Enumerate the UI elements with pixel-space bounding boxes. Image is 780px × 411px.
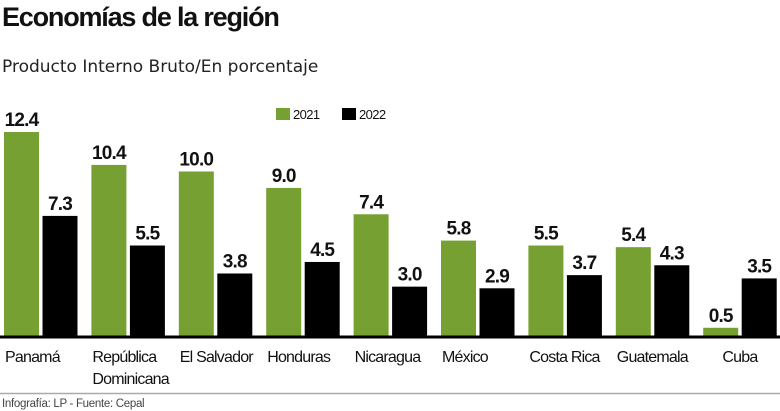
bar-2022-4 (392, 286, 428, 336)
category-label-1: República Dominicana (92, 349, 169, 388)
bar-2021-0 (4, 132, 39, 336)
bar-2022-3 (304, 261, 340, 336)
value-label-2022-0: 7.3 (48, 194, 72, 215)
category-label-3: Honduras (267, 349, 331, 366)
bar-2022-8 (741, 278, 777, 336)
category-label-4: Nicaragua (355, 349, 422, 366)
value-label-2022-6: 3.7 (572, 253, 596, 274)
bar-2021-1 (91, 164, 127, 336)
value-label-2021-4: 7.4 (359, 192, 384, 213)
bar-2021-5 (441, 240, 476, 336)
value-label-2022-1: 5.5 (135, 224, 160, 245)
value-label-2022-8: 3.5 (747, 256, 772, 277)
bar-2022-5 (479, 288, 515, 336)
value-label-2021-2: 10.0 (179, 149, 213, 170)
chart-subtitle: Producto Interno Bruto/En porcentaje (2, 57, 318, 77)
legend-swatch-2022 (342, 108, 356, 120)
value-label-2021-0: 12.4 (5, 110, 40, 131)
value-label-2021-6: 5.5 (534, 224, 559, 245)
bar-2022-1 (129, 245, 165, 336)
category-label-0: Panamá (5, 349, 61, 366)
value-label-2021-1: 10.4 (92, 143, 127, 164)
category-label-5: México (442, 349, 489, 366)
value-label-2022-2: 3.8 (223, 251, 247, 272)
bar-2021-6 (528, 245, 564, 336)
value-label-2022-3: 4.5 (310, 240, 335, 261)
bar-2021-2 (178, 171, 214, 336)
bar-2021-3 (266, 187, 302, 336)
category-label-2: El Salvador (180, 349, 254, 366)
value-label-2022-5: 2.9 (485, 266, 509, 287)
bar-2021-7 (615, 247, 651, 336)
value-label-2021-5: 5.8 (446, 219, 470, 240)
bar-2022-2 (217, 273, 253, 336)
legend-label-2022: 2022 (359, 107, 386, 122)
value-label-2022-4: 3.0 (398, 265, 422, 286)
value-label-2022-7: 4.3 (660, 243, 684, 264)
value-label-2021-8: 0.5 (709, 306, 734, 327)
bars: 12.4 10.4 10.0 9.0 7.4 5.8 5.5 5.4 0.5 7.3 5.5 3.8 4… (4, 110, 777, 336)
value-label-2021-3: 9.0 (272, 166, 296, 187)
legend-swatch-2021 (276, 108, 290, 120)
bar-2022-6 (566, 275, 602, 336)
footer-credit: Infografía: LP - Fuente: Cepal (2, 398, 144, 410)
legend-label-2021: 2021 (293, 107, 320, 122)
bar-2022-0 (42, 215, 78, 336)
value-label-2021-7: 5.4 (621, 225, 646, 246)
bar-2022-7 (654, 265, 690, 336)
bar-2021-4 (353, 214, 389, 336)
category-label-7: Guatemala (617, 349, 689, 366)
category-label-8: Cuba (722, 349, 758, 366)
category-labels: Panamá República Dominicana El Salvador Hond… (5, 349, 759, 388)
chart-title: Economías de la región (2, 2, 279, 32)
category-label-6: Costa Rica (529, 349, 600, 366)
legend: 2021 2022 (276, 107, 386, 122)
bar-2021-8 (703, 327, 739, 336)
